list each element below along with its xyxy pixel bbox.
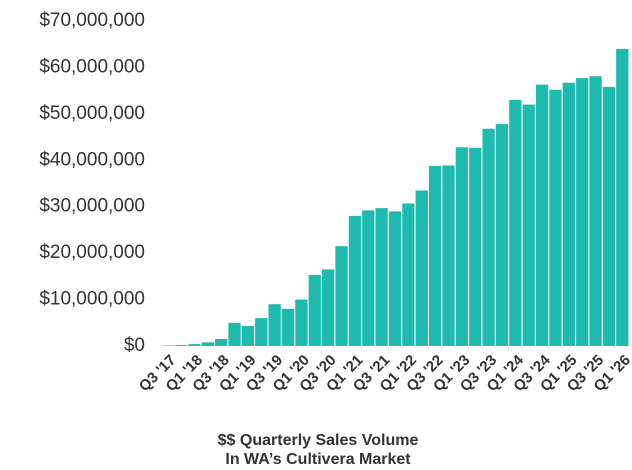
bar	[535, 84, 549, 346]
bar	[509, 99, 522, 346]
y-tick-label: $30,000,000	[39, 196, 145, 217]
bar	[415, 190, 428, 346]
bar	[295, 299, 308, 346]
bar	[375, 208, 388, 346]
y-tick-label: $40,000,000	[39, 149, 145, 170]
bar	[442, 165, 455, 346]
y-tick-label: $70,000,000	[39, 10, 145, 31]
bar	[522, 104, 535, 346]
bar	[562, 82, 575, 346]
y-tick-label: $20,000,000	[39, 242, 145, 263]
bar	[215, 339, 228, 346]
bar	[308, 274, 321, 346]
bar	[388, 211, 402, 346]
bar	[255, 318, 268, 346]
bar	[482, 128, 495, 346]
bar	[576, 78, 589, 346]
bar	[268, 304, 281, 346]
bar	[469, 147, 482, 346]
bar	[241, 326, 255, 346]
bar	[188, 344, 201, 346]
bar	[402, 203, 415, 346]
bar	[455, 147, 469, 346]
bar	[602, 86, 616, 346]
bar	[281, 308, 295, 346]
chart-title: $$ Quarterly Sales Volume	[218, 432, 419, 449]
bar	[348, 216, 362, 346]
y-tick-label: $10,000,000	[39, 289, 145, 310]
y-tick-label: $60,000,000	[39, 56, 145, 77]
y-tick-label: $50,000,000	[39, 103, 145, 124]
bar	[495, 124, 509, 346]
bar	[228, 322, 241, 346]
bar	[549, 89, 562, 346]
bar	[589, 76, 602, 346]
y-tick-label: $0	[124, 335, 145, 356]
bar	[174, 345, 188, 346]
bar	[428, 165, 442, 346]
bar	[616, 48, 629, 346]
bar	[321, 269, 335, 346]
chart-subtitle: In WA’s Cultivera Market	[225, 451, 411, 468]
bar	[335, 246, 348, 346]
bar	[362, 210, 375, 346]
bar	[201, 342, 214, 346]
